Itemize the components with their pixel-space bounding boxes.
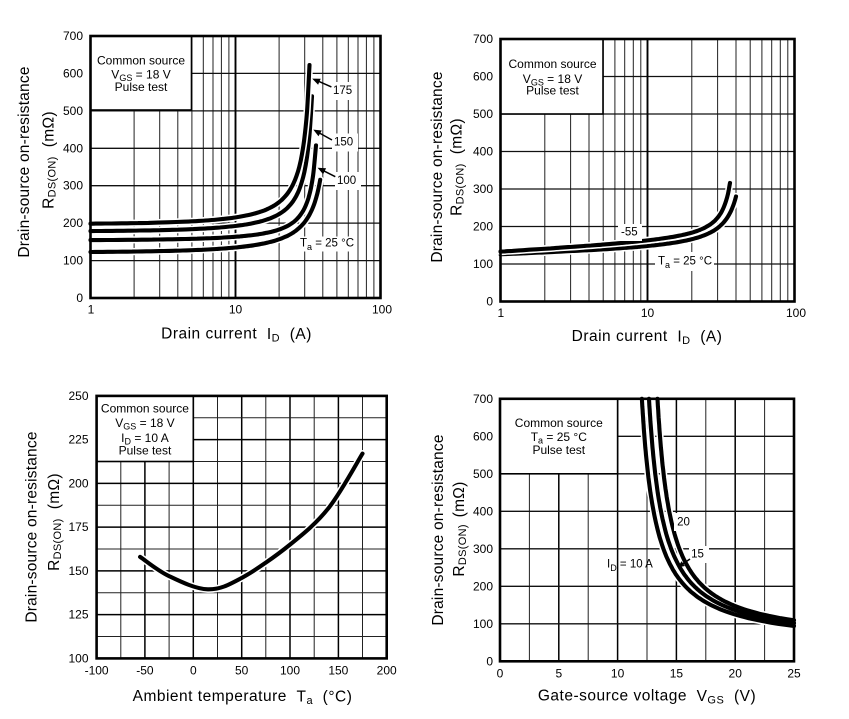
svg-text:20: 20 xyxy=(677,517,690,529)
svg-text:RDS(ON) (mΩ): RDS(ON) (mΩ) xyxy=(451,481,470,576)
svg-text:200: 200 xyxy=(473,220,493,234)
svg-text:100: 100 xyxy=(63,254,83,268)
svg-text:Drain current ID (A): Drain current ID (A) xyxy=(572,328,723,347)
svg-text:RDS(ON) (mΩ): RDS(ON) (mΩ) xyxy=(46,473,65,571)
svg-text:300: 300 xyxy=(473,542,493,556)
svg-text:600: 600 xyxy=(473,429,493,443)
svg-text:0: 0 xyxy=(486,295,493,309)
svg-text:Common source: Common source xyxy=(508,57,596,71)
svg-text:VGS = 18 V: VGS = 18 V xyxy=(111,68,170,84)
svg-text:10: 10 xyxy=(641,306,655,320)
svg-text:Ta = 25 °C: Ta = 25 °C xyxy=(300,238,354,253)
svg-text:150: 150 xyxy=(328,664,348,678)
svg-text:Drain-source on-resistance: Drain-source on-resistance xyxy=(429,71,446,262)
svg-text:ID = 10 A: ID = 10 A xyxy=(607,559,653,574)
svg-text:200: 200 xyxy=(68,476,88,490)
svg-text:Gate-source voltage VGS (V): Gate-source voltage VGS (V) xyxy=(538,688,756,707)
svg-text:-50: -50 xyxy=(136,664,154,678)
svg-text:Ta = 25 °C: Ta = 25 °C xyxy=(531,430,588,446)
svg-text:5: 5 xyxy=(555,667,562,681)
svg-text:150: 150 xyxy=(68,564,88,578)
svg-text:VGS = 18 V: VGS = 18 V xyxy=(115,416,174,432)
svg-text:50: 50 xyxy=(235,664,249,678)
svg-text:25: 25 xyxy=(787,667,801,681)
svg-text:125: 125 xyxy=(68,608,88,622)
svg-text:100: 100 xyxy=(68,651,88,665)
svg-text:Ambient temperature Ta (°C): Ambient temperature Ta (°C) xyxy=(133,688,353,707)
svg-text:Pulse test: Pulse test xyxy=(526,84,579,98)
svg-text:700: 700 xyxy=(63,29,83,43)
svg-text:500: 500 xyxy=(473,107,493,121)
svg-text:400: 400 xyxy=(63,141,83,155)
svg-text:RDS(ON) (mΩ): RDS(ON) (mΩ) xyxy=(40,111,59,209)
svg-text:700: 700 xyxy=(473,32,493,46)
svg-text:100: 100 xyxy=(473,617,493,631)
svg-text:300: 300 xyxy=(63,179,83,193)
svg-text:VGS = 18 V: VGS = 18 V xyxy=(523,72,582,88)
svg-text:600: 600 xyxy=(473,70,493,84)
svg-text:1: 1 xyxy=(88,303,95,317)
svg-text:-100: -100 xyxy=(85,664,109,678)
svg-text:Common source: Common source xyxy=(97,54,185,68)
svg-text:150: 150 xyxy=(334,137,353,149)
svg-text:100: 100 xyxy=(280,664,300,678)
svg-text:RDS(ON) (mΩ): RDS(ON) (mΩ) xyxy=(448,118,467,216)
svg-text:0: 0 xyxy=(486,654,493,668)
svg-text:Pulse test: Pulse test xyxy=(115,80,168,94)
svg-text:300: 300 xyxy=(473,182,493,196)
svg-text:1: 1 xyxy=(497,306,504,320)
svg-text:10: 10 xyxy=(229,303,243,317)
svg-text:Drain-source on-resistance: Drain-source on-resistance xyxy=(430,434,447,625)
svg-text:Ta = 25 °C: Ta = 25 °C xyxy=(658,256,712,271)
svg-text:250: 250 xyxy=(68,389,88,403)
svg-text:700: 700 xyxy=(473,392,493,406)
svg-text:20: 20 xyxy=(729,667,743,681)
svg-text:Drain current ID (A): Drain current ID (A) xyxy=(161,326,312,345)
svg-text:100: 100 xyxy=(337,175,356,187)
svg-text:200: 200 xyxy=(63,216,83,230)
svg-text:100: 100 xyxy=(473,257,493,271)
svg-text:Drain-source on-resistance: Drain-source on-resistance xyxy=(16,66,33,257)
svg-text:200: 200 xyxy=(473,579,493,593)
svg-text:Pulse test: Pulse test xyxy=(532,443,585,457)
svg-text:0: 0 xyxy=(190,664,197,678)
svg-text:175: 175 xyxy=(68,520,88,534)
svg-text:10: 10 xyxy=(611,667,625,681)
svg-text:100: 100 xyxy=(372,303,392,317)
svg-text:Common source: Common source xyxy=(515,416,603,430)
svg-text:-55: -55 xyxy=(621,227,638,239)
svg-text:0: 0 xyxy=(76,291,83,305)
svg-text:225: 225 xyxy=(68,433,88,447)
svg-text:0: 0 xyxy=(497,667,504,681)
svg-text:100: 100 xyxy=(786,306,806,320)
svg-text:500: 500 xyxy=(473,467,493,481)
svg-text:400: 400 xyxy=(473,145,493,159)
svg-text:15: 15 xyxy=(691,549,704,561)
svg-text:500: 500 xyxy=(63,104,83,118)
svg-text:600: 600 xyxy=(63,66,83,80)
svg-text:200: 200 xyxy=(377,664,397,678)
svg-text:Common source: Common source xyxy=(101,402,189,416)
svg-text:Drain-source on-resistance: Drain-source on-resistance xyxy=(24,431,41,622)
svg-text:Pulse test: Pulse test xyxy=(119,444,172,458)
svg-text:175: 175 xyxy=(333,85,352,97)
svg-text:400: 400 xyxy=(473,504,493,518)
svg-text:15: 15 xyxy=(670,667,684,681)
svg-text:ID = 10 A: ID = 10 A xyxy=(121,431,169,447)
